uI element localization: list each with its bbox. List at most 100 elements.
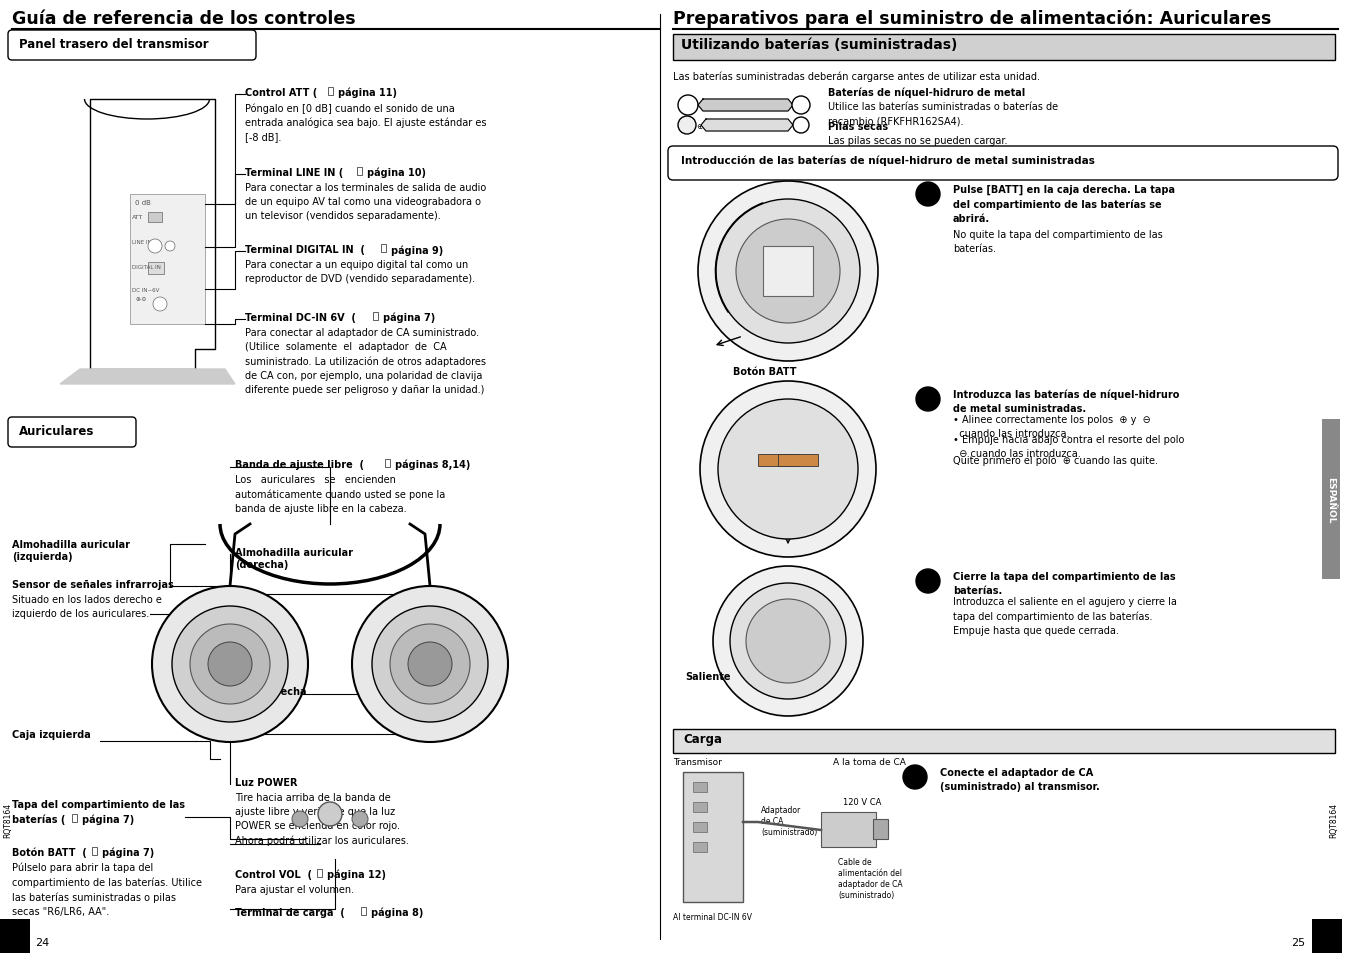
Circle shape xyxy=(172,606,288,722)
Bar xyxy=(318,869,322,878)
Text: Introduzca las baterías de níquel-hidruro
de metal suministradas.: Introduzca las baterías de níquel-hidrur… xyxy=(953,390,1179,414)
Text: ⊖: ⊖ xyxy=(798,122,805,131)
Circle shape xyxy=(371,606,489,722)
Text: ⊕-⊖: ⊕-⊖ xyxy=(135,296,147,302)
Bar xyxy=(758,455,798,467)
Text: 7: 7 xyxy=(1322,928,1331,942)
Text: Botón BATT  (: Botón BATT ( xyxy=(12,847,86,858)
Polygon shape xyxy=(701,120,793,132)
Text: LINE IN: LINE IN xyxy=(132,240,152,245)
Circle shape xyxy=(190,624,271,704)
Text: Quite primero el polo  ⊕ cuando las quite.: Quite primero el polo ⊕ cuando las quite… xyxy=(953,456,1158,465)
Text: Luz POWER: Luz POWER xyxy=(236,778,297,787)
Text: Conecte el adaptador de CA
(suministrado) al transmisor.: Conecte el adaptador de CA (suministrado… xyxy=(940,767,1100,791)
Polygon shape xyxy=(61,370,236,385)
Text: Utilizando baterías (suministradas): Utilizando baterías (suministradas) xyxy=(681,38,957,52)
Text: No quite la tapa del compartimiento de las
baterías.: No quite la tapa del compartimiento de l… xyxy=(953,230,1163,253)
Circle shape xyxy=(152,586,308,742)
Text: Cable de
alimentación del
adaptador de CA
(suministrado): Cable de alimentación del adaptador de C… xyxy=(839,857,903,900)
Bar xyxy=(148,213,162,223)
Circle shape xyxy=(730,583,847,700)
Text: Terminal DC-IN 6V  (: Terminal DC-IN 6V ( xyxy=(245,313,355,323)
Text: 3: 3 xyxy=(923,575,933,587)
Text: Para conectar a los terminales de salida de audio
de un equipo AV tal como una v: Para conectar a los terminales de salida… xyxy=(245,183,486,221)
Text: Situado en los lados derecho e
izquierdo de los auriculares.: Situado en los lados derecho e izquierdo… xyxy=(12,595,162,618)
Bar xyxy=(1322,419,1341,579)
Polygon shape xyxy=(699,100,793,112)
Bar xyxy=(693,802,707,812)
Text: Tapa del compartimiento de las: Tapa del compartimiento de las xyxy=(12,800,184,809)
Text: Terminal LINE IN (: Terminal LINE IN ( xyxy=(245,168,343,178)
Bar xyxy=(385,460,390,468)
Bar xyxy=(1312,919,1342,953)
Text: 0 dB: 0 dB xyxy=(135,200,151,206)
Text: página 7): página 7) xyxy=(102,847,155,858)
Text: Preparativos para el suministro de alimentación: Auriculares: Preparativos para el suministro de alime… xyxy=(673,10,1272,29)
Text: página 12): página 12) xyxy=(327,869,386,880)
Text: ATT: ATT xyxy=(132,214,144,220)
Text: Introduzca el saliente en el agujero y cierre la
tapa del compartimiento de las : Introduzca el saliente en el agujero y c… xyxy=(953,597,1176,635)
Text: RQT8164: RQT8164 xyxy=(4,801,12,837)
Text: Caja derecha: Caja derecha xyxy=(236,686,307,697)
Text: Sensor de señales infrarrojas: Sensor de señales infrarrojas xyxy=(12,579,174,589)
Text: Tire hacia arriba de la banda de
ajuste libre y verifique que la luz
POWER se en: Tire hacia arriba de la banda de ajuste … xyxy=(236,792,409,845)
Circle shape xyxy=(353,811,367,827)
Text: ⊖ ⊕: ⊖ ⊕ xyxy=(779,456,793,461)
Text: Pulse [BATT] en la caja derecha. La tapa
del compartimiento de las baterías se
a: Pulse [BATT] en la caja derecha. La tapa… xyxy=(953,185,1175,224)
Bar xyxy=(778,455,818,467)
Text: A la toma de CA: A la toma de CA xyxy=(833,758,906,766)
Text: Terminal DIGITAL IN  (: Terminal DIGITAL IN ( xyxy=(245,245,365,254)
Text: Almohadilla auricular
(izquierda): Almohadilla auricular (izquierda) xyxy=(12,539,131,561)
Bar xyxy=(0,919,30,953)
Text: Panel trasero del transmisor: Panel trasero del transmisor xyxy=(19,38,209,51)
Text: Baterías de níquel-hidruro de metal: Baterías de níquel-hidruro de metal xyxy=(828,88,1026,98)
Text: Control ATT (: Control ATT ( xyxy=(245,88,318,98)
Bar xyxy=(673,35,1335,61)
Circle shape xyxy=(678,117,696,135)
Text: • Empuje hacia abajo contra el resorte del polo
  ⊖ cuando las introduzca.: • Empuje hacia abajo contra el resorte d… xyxy=(953,435,1184,458)
Text: 1: 1 xyxy=(911,770,919,783)
Bar xyxy=(357,169,362,176)
Text: Pilas secas: Pilas secas xyxy=(828,122,888,132)
Text: 1: 1 xyxy=(923,188,933,201)
FancyBboxPatch shape xyxy=(8,30,256,61)
Bar xyxy=(693,782,707,792)
Circle shape xyxy=(791,97,810,115)
Bar xyxy=(821,812,876,847)
Text: RQT8164: RQT8164 xyxy=(1330,801,1338,837)
Circle shape xyxy=(408,642,452,686)
Text: páginas 8,14): páginas 8,14) xyxy=(394,459,470,470)
Bar xyxy=(361,907,366,916)
Text: Para conectar al adaptador de CA suministrado.
(Utilice  solamente  el  adaptado: Para conectar al adaptador de CA suminis… xyxy=(245,328,486,395)
Text: Cierre la tapa del compartimiento de las
baterías.: Cierre la tapa del compartimiento de las… xyxy=(953,572,1175,596)
Text: Caja izquierda: Caja izquierda xyxy=(12,729,90,740)
Circle shape xyxy=(353,586,507,742)
Bar xyxy=(131,194,205,325)
Text: ⊕: ⊕ xyxy=(696,122,703,131)
Text: • Alinee correctamente los polos  ⊕ y  ⊖
  cuando las introduzca.: • Alinee correctamente los polos ⊕ y ⊖ c… xyxy=(953,415,1151,438)
Text: página 10): página 10) xyxy=(367,168,425,178)
Text: Carga: Carga xyxy=(682,732,721,745)
Circle shape xyxy=(713,566,863,717)
Text: Transmisor: Transmisor xyxy=(673,758,721,766)
Text: Saliente: Saliente xyxy=(685,671,731,681)
Text: ESPAÑOL: ESPAÑOL xyxy=(1327,476,1335,522)
Text: baterías (: baterías ( xyxy=(12,814,66,824)
Circle shape xyxy=(318,802,342,826)
Bar xyxy=(693,842,707,852)
Text: Banda de ajuste libre  (: Banda de ajuste libre ( xyxy=(236,459,363,470)
Circle shape xyxy=(917,388,940,412)
Text: Control VOL  (: Control VOL ( xyxy=(236,869,312,879)
Text: 25: 25 xyxy=(1291,937,1306,947)
Text: Las baterías suministradas deberán cargarse antes de utilizar esta unidad.: Las baterías suministradas deberán carga… xyxy=(673,71,1040,82)
Circle shape xyxy=(903,765,927,789)
Text: 2: 2 xyxy=(923,393,933,406)
Text: Póngalo en [0 dB] cuando el sonido de una
entrada analógica sea bajo. El ajuste : Póngalo en [0 dB] cuando el sonido de un… xyxy=(245,103,486,142)
Text: 6: 6 xyxy=(11,928,20,942)
Text: Utilice las baterías suministradas o baterías de
recambio (RFKFHR162SA4).: Utilice las baterías suministradas o bat… xyxy=(828,102,1058,126)
Circle shape xyxy=(736,220,840,324)
FancyBboxPatch shape xyxy=(668,147,1338,181)
Text: página 7): página 7) xyxy=(384,313,435,323)
Bar xyxy=(693,822,707,832)
Circle shape xyxy=(148,240,162,253)
